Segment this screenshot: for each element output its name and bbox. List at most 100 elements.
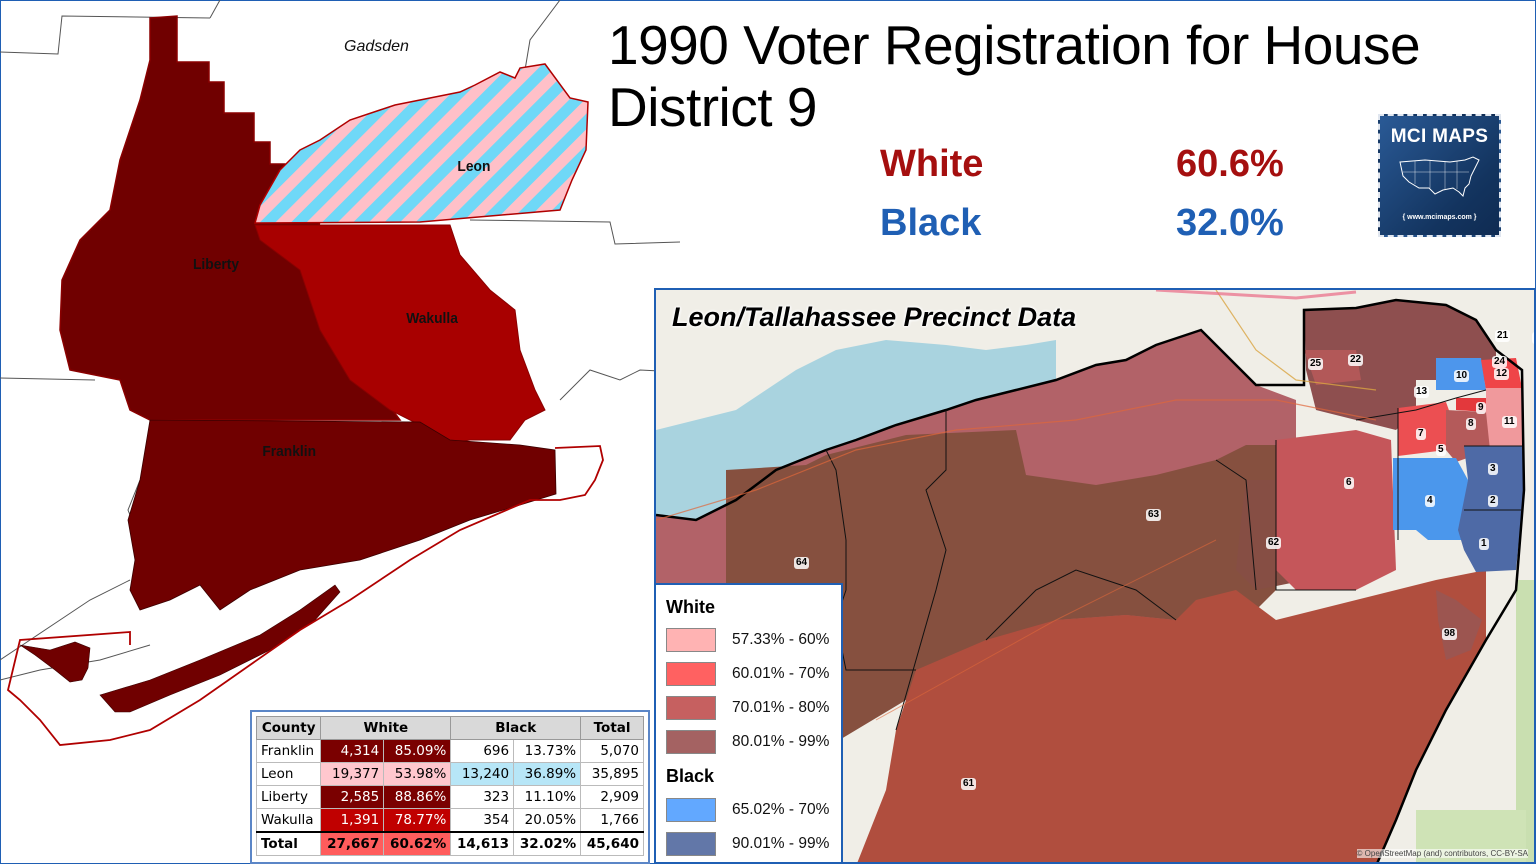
cell-black-pct: 36.89% [513, 762, 582, 786]
precinct-label-23: 23 [1532, 332, 1534, 344]
wakulla-label: Wakulla [406, 310, 458, 327]
precinct-label-10: 10 [1454, 370, 1470, 382]
table-row: Franklin 4,314 85.09% 696 13.73% 5,070 [255, 739, 644, 763]
precinct-98 [1436, 590, 1482, 660]
precinct-64-63 [726, 430, 1276, 760]
cell-total: 35,895 [580, 762, 644, 786]
cell-white-pct: 60.62% [383, 831, 452, 856]
liberty-label: Liberty [193, 256, 240, 273]
precinct-label-11: 11 [1502, 416, 1517, 428]
precinct-label-64: 64 [794, 557, 810, 569]
legend-swatch [666, 832, 716, 856]
header-total: Total [580, 716, 644, 740]
legend-item-white-3: 70.01% - 80% [666, 696, 829, 720]
precinct-label-7: 7 [1416, 428, 1426, 440]
precinct-label-98: 98 [1442, 628, 1458, 640]
cell-black-pct: 11.10% [513, 785, 582, 809]
precinct-label-22: 22 [1348, 354, 1364, 366]
leon-county [254, 63, 589, 224]
us-map-icon [1398, 156, 1480, 197]
legend-swatch [666, 696, 716, 720]
st-vincent-island [19, 641, 91, 683]
franklin-county [127, 419, 557, 611]
precinct-label-4: 4 [1425, 495, 1435, 507]
cell-white-pct: 53.98% [383, 762, 452, 786]
county-data-table: County White Black Total Franklin 4,314 … [250, 710, 650, 864]
precinct-label-21: 21 [1495, 330, 1511, 342]
legend-swatch [666, 798, 716, 822]
cell-white-count: 27,667 [320, 831, 385, 856]
precinct-label-61: 61 [961, 778, 977, 790]
legend-item-white-2: 60.01% - 70% [666, 662, 829, 686]
cell-total: 2,909 [580, 785, 644, 809]
page-title: 1990 Voter Registration for House Distri… [608, 14, 1421, 138]
precinct-label-25: 25 [1308, 358, 1324, 370]
cell-total: 1,766 [580, 808, 644, 833]
precinct-label-2: 2 [1488, 495, 1498, 507]
legend-label: 70.01% - 80% [732, 699, 830, 716]
cell-black-count: 696 [450, 739, 515, 763]
table-header-row: County White Black Total [255, 716, 644, 740]
title-line-2: District 9 [608, 76, 817, 138]
cell-black-count: 14,613 [450, 831, 515, 856]
black-summary-value: 32.0% [1176, 202, 1284, 244]
registration-table: County White Black Total Franklin 4,314 … [255, 716, 644, 856]
cell-total: 5,070 [580, 739, 644, 763]
cell-county: Total [255, 831, 322, 856]
legend-item-white-1: 57.33% - 60% [666, 628, 829, 652]
table-row: Liberty 2,585 88.86% 323 11.10% 2,909 [255, 785, 644, 809]
header-county: County [255, 716, 322, 740]
legend-white-heading: White [666, 597, 715, 617]
precinct-label-3: 3 [1488, 463, 1498, 475]
black-summary-label: Black [880, 202, 982, 244]
legend-label: 80.01% - 99% [732, 733, 830, 750]
cell-black-count: 354 [450, 808, 515, 833]
precincts-north [1304, 300, 1496, 430]
legend-label: 60.01% - 70% [732, 665, 830, 682]
precinct-label-24: 24 [1492, 356, 1508, 368]
cell-white-count: 2,585 [320, 785, 385, 809]
legend-item-black-2: 90.01% - 99% [666, 832, 829, 856]
cell-black-pct: 20.05% [513, 808, 582, 833]
franklin-label: Franklin [262, 443, 317, 460]
white-summary-label: White [880, 143, 984, 185]
precinct-map-title: Leon/Tallahassee Precinct Data [672, 302, 1077, 332]
cell-black-count: 323 [450, 785, 515, 809]
cell-county: Franklin [255, 739, 322, 763]
district-map: Gadsden Liberty Leon Wakulla Franklin [0, 0, 680, 864]
cell-white-pct: 85.09% [383, 739, 452, 763]
precinct-label-13: 13 [1414, 386, 1430, 398]
precinct-label-12: 12 [1494, 368, 1510, 380]
cell-white-count: 1,391 [320, 808, 385, 833]
precinct-label-63: 63 [1146, 509, 1162, 521]
legend-label: 65.02% - 70% [732, 801, 830, 818]
cell-county: Liberty [255, 785, 322, 809]
cell-black-pct: 32.02% [513, 831, 582, 856]
osm-attribution: © OpenStreetMap (and) contributors, CC-B… [1356, 849, 1528, 858]
legend-item-black-1: 65.02% - 70% [666, 798, 829, 822]
precinct-map-svg [656, 290, 1534, 862]
legend-swatch [666, 628, 716, 652]
precinct-6 [1276, 430, 1396, 590]
mci-maps-logo: MCI MAPS { www.mcimaps.com } [1378, 114, 1501, 237]
legend-swatch [666, 662, 716, 686]
legend-label: 90.01% - 99% [732, 835, 830, 852]
logo-url: { www.mcimaps.com } [1402, 214, 1477, 221]
cell-white-pct: 78.77% [383, 808, 452, 833]
precinct-label-8: 8 [1466, 418, 1476, 430]
legend-label: 57.33% - 60% [732, 631, 830, 648]
precinct-label-1: 1 [1479, 538, 1489, 550]
table-total-row: Total 27,667 60.62% 14,613 32.02% 45,640 [255, 831, 644, 856]
st-george-island [99, 584, 341, 713]
table-row: Wakulla 1,391 78.77% 354 20.05% 1,766 [255, 808, 644, 833]
wakulla-county [254, 224, 546, 446]
precinct-label-9: 9 [1476, 402, 1486, 414]
district-boundary [6, 445, 604, 746]
cell-black-pct: 13.73% [513, 739, 582, 763]
legend-black-heading: Black [666, 766, 715, 786]
leon-label: Leon [457, 158, 491, 175]
cell-white-count: 4,314 [320, 739, 385, 763]
map-legend: White 57.33% - 60% 60.01% - 70% 70.01% -… [654, 583, 843, 864]
header-black: Black [450, 716, 582, 740]
cell-county: Wakulla [255, 808, 322, 833]
